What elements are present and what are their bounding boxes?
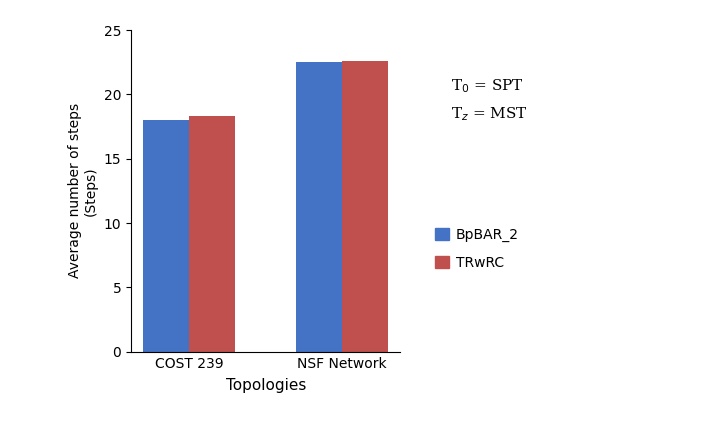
X-axis label: Topologies: Topologies [226,378,306,393]
Bar [296,62,342,352]
Bar [189,116,235,352]
Y-axis label: Average number of steps
(Steps): Average number of steps (Steps) [68,103,98,278]
Text: T$_0$ = SPT
T$_z$ = MST: T$_0$ = SPT T$_z$ = MST [451,77,529,123]
Bar [143,120,189,352]
Bar [342,61,388,352]
Legend: BpBAR_2, TRwRC: BpBAR_2, TRwRC [430,222,524,275]
